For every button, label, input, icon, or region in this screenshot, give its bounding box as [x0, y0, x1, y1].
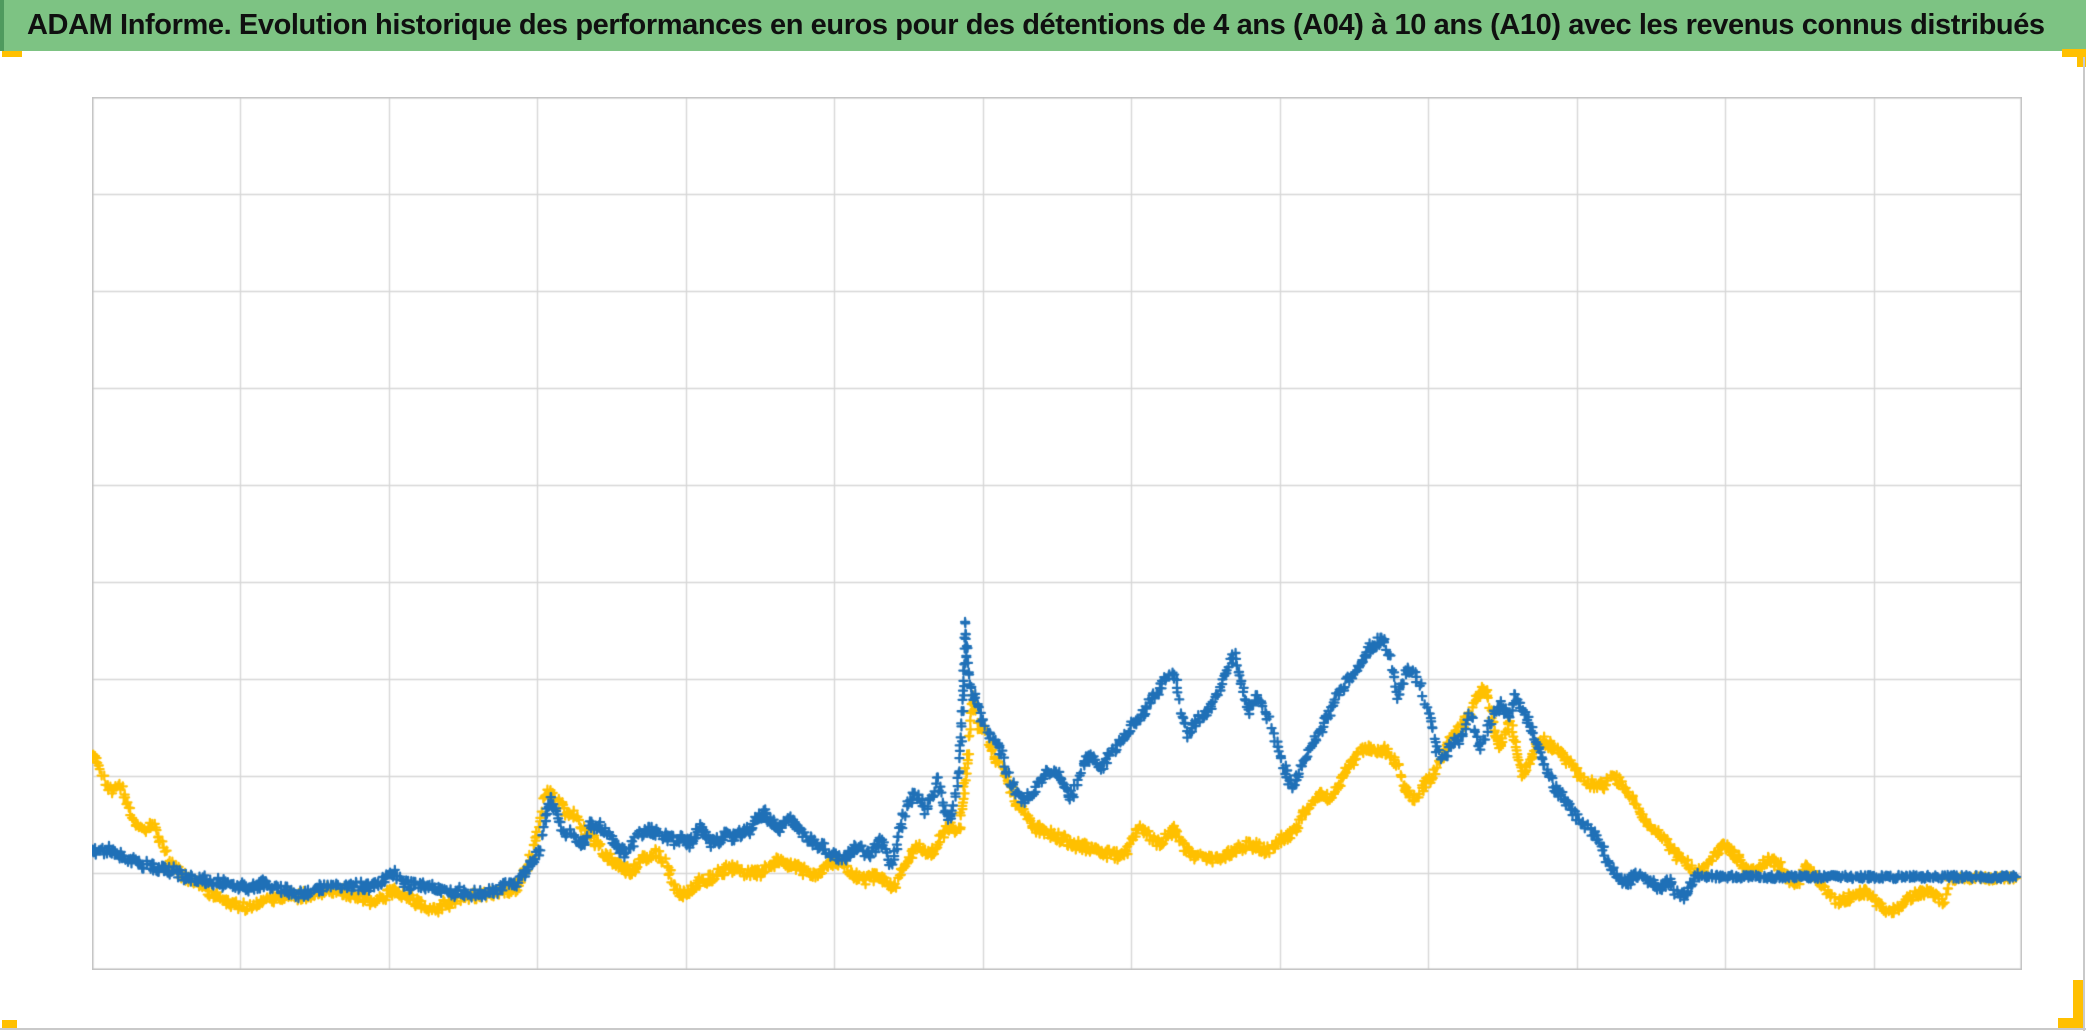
scatter-plot-canvas: [92, 97, 2022, 970]
yellow-corner-mark-top-left: [2, 51, 22, 57]
yellow-corner-mark-top-right-h: [2062, 49, 2086, 57]
title-bar-accent: [0, 0, 4, 51]
yellow-corner-mark-top-right-v: [2077, 49, 2086, 67]
chart-frame-bottom-border: [0, 1028, 2086, 1030]
title-bar: ADAM Informe. Evolution historique des p…: [0, 0, 2086, 51]
yellow-corner-mark-bottom-left: [2, 1020, 17, 1029]
chart-frame-right-border: [2083, 57, 2085, 1031]
yellow-corner-mark-bottom-right-v: [2073, 980, 2083, 1028]
yellow-corner-mark-bottom-right-f: [2058, 1018, 2083, 1028]
chart-title: ADAM Informe. Evolution historique des p…: [27, 9, 2045, 41]
